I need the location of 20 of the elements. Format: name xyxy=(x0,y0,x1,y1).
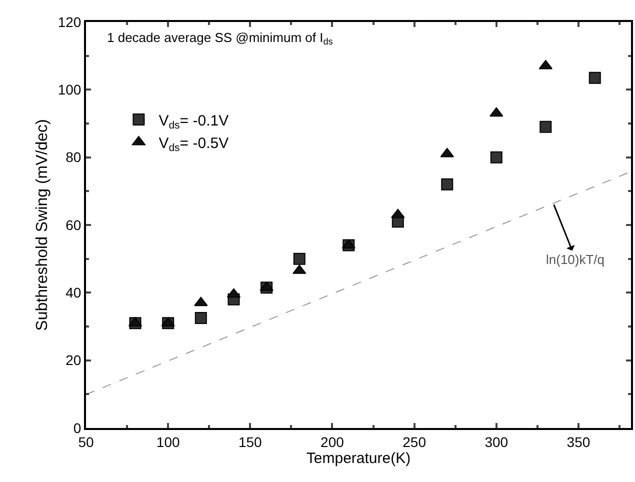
y-tick-label: 40 xyxy=(66,284,82,301)
x-tick-label: 250 xyxy=(402,434,426,450)
y-tick-label: 80 xyxy=(66,149,82,166)
x-tick-label: 300 xyxy=(484,434,508,450)
legend-label: V$_{ds}$= -0.5V xyxy=(158,134,229,154)
annotation: ln(10)kT/q xyxy=(546,252,605,267)
y-tick-label: 20 xyxy=(66,352,82,368)
x-tick-label: 350 xyxy=(566,434,590,450)
y-axis-title: Subthreshold Swing (mV/dec) xyxy=(34,119,52,331)
x-tick-label: 100 xyxy=(156,434,180,450)
annotation: 1 decade average SS @minimum of I$_{ds}$ xyxy=(107,30,334,47)
x-tick-label: 200 xyxy=(320,434,344,450)
y-tick-label: 60 xyxy=(66,216,82,233)
y-tick-label: 0 xyxy=(73,420,82,436)
y-tick-label: 120 xyxy=(58,14,82,30)
y-tick-label: 100 xyxy=(58,82,82,98)
x-tick-label: 150 xyxy=(238,434,262,450)
x-axis-title: Temperature(K) xyxy=(306,450,411,467)
legend-label: V$_{ds}$= -0.1V xyxy=(158,112,229,132)
x-tick-label: 50 xyxy=(78,434,94,450)
